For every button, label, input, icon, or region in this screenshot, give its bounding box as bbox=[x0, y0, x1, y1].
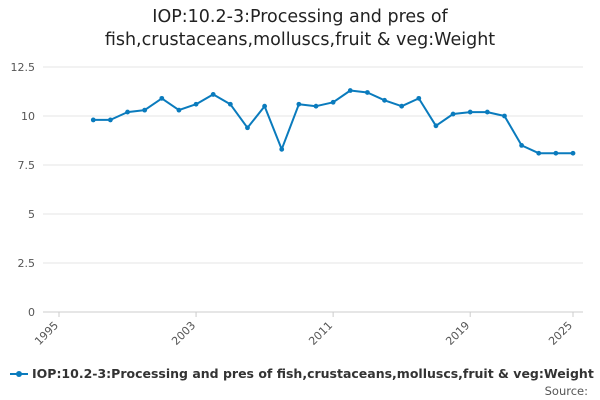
data-point bbox=[108, 117, 113, 123]
x-tick-label: 1995 bbox=[32, 319, 61, 348]
y-tick-label: 5 bbox=[28, 208, 35, 221]
data-point bbox=[570, 150, 576, 156]
data-point bbox=[313, 103, 319, 109]
legend-line-marker-icon bbox=[10, 369, 28, 379]
data-point bbox=[176, 107, 182, 113]
source-label: Source: bbox=[544, 384, 588, 398]
data-point bbox=[245, 125, 250, 131]
chart-title-line-2: fish,crustaceans,molluscs,fruit & veg:We… bbox=[104, 30, 496, 50]
data-point bbox=[433, 123, 439, 129]
data-point bbox=[365, 90, 370, 95]
data-point bbox=[399, 103, 405, 109]
data-point bbox=[227, 101, 233, 107]
data-point bbox=[142, 107, 148, 113]
data-point bbox=[262, 103, 267, 109]
x-tick-label: 2011 bbox=[306, 319, 335, 348]
data-point bbox=[450, 111, 456, 117]
y-tick-label: 12.5 bbox=[11, 61, 36, 74]
data-point bbox=[296, 101, 302, 107]
data-point bbox=[502, 113, 507, 119]
data-point bbox=[279, 146, 285, 152]
data-point bbox=[193, 101, 199, 107]
data-point bbox=[125, 109, 130, 115]
data-point bbox=[416, 95, 422, 101]
y-tick-label: 0 bbox=[28, 306, 35, 319]
x-tick-label: 2003 bbox=[169, 319, 198, 348]
data-point bbox=[536, 150, 542, 156]
legend[interactable]: IOP:10.2-3:Processing and pres of fish,c… bbox=[10, 366, 594, 381]
data-point bbox=[330, 99, 336, 105]
y-tick-label: 2.5 bbox=[18, 257, 36, 270]
chart-title-line-1: IOP:10.2-3:Processing and pres of bbox=[152, 7, 448, 27]
data-point bbox=[159, 95, 165, 101]
data-point bbox=[484, 109, 490, 115]
chart-title: IOP:10.2-3:Processing and pres of fish,c… bbox=[0, 6, 600, 52]
data-point bbox=[467, 109, 473, 115]
data-point bbox=[347, 88, 353, 93]
data-point bbox=[382, 97, 387, 103]
y-tick-label: 7.5 bbox=[18, 159, 36, 172]
y-tick-label: 10 bbox=[21, 110, 35, 123]
data-point bbox=[519, 143, 524, 148]
x-tick-label: 2025 bbox=[546, 319, 575, 348]
data-point bbox=[553, 150, 559, 156]
x-tick-label: 2019 bbox=[443, 319, 472, 348]
legend-label: IOP:10.2-3:Processing and pres of fish,c… bbox=[32, 366, 594, 381]
data-point bbox=[90, 117, 96, 123]
data-point bbox=[210, 92, 216, 97]
